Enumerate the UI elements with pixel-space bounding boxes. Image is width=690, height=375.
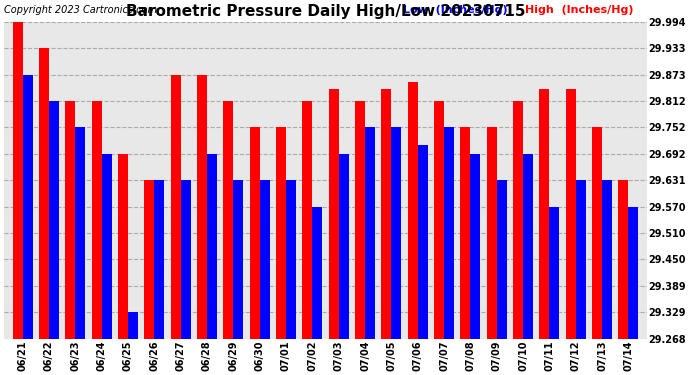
- Bar: [497, 180, 506, 339]
- Bar: [434, 101, 444, 339]
- Bar: [339, 154, 348, 339]
- Bar: [118, 154, 128, 339]
- Bar: [391, 128, 402, 339]
- Bar: [276, 128, 286, 339]
- Bar: [49, 101, 59, 339]
- Bar: [224, 101, 233, 339]
- Bar: [75, 128, 86, 339]
- Bar: [155, 180, 164, 339]
- Bar: [523, 154, 533, 339]
- Bar: [197, 75, 207, 339]
- Bar: [355, 101, 365, 339]
- Text: High  (Inches/Hg): High (Inches/Hg): [524, 5, 633, 15]
- Bar: [144, 180, 155, 339]
- Bar: [328, 89, 339, 339]
- Bar: [39, 48, 49, 339]
- Bar: [444, 128, 454, 339]
- Bar: [286, 180, 296, 339]
- Bar: [382, 89, 391, 339]
- Bar: [313, 207, 322, 339]
- Bar: [629, 207, 638, 339]
- Bar: [602, 180, 612, 339]
- Bar: [12, 22, 23, 339]
- Bar: [365, 128, 375, 339]
- Title: Barometric Pressure Daily High/Low 20230715: Barometric Pressure Daily High/Low 20230…: [126, 4, 525, 19]
- Bar: [128, 312, 138, 339]
- Bar: [250, 128, 259, 339]
- Bar: [540, 89, 549, 339]
- Text: Low  (Inches/Hg): Low (Inches/Hg): [402, 5, 507, 15]
- Bar: [181, 180, 190, 339]
- Bar: [513, 101, 523, 339]
- Bar: [549, 207, 560, 339]
- Bar: [259, 180, 270, 339]
- Bar: [207, 154, 217, 339]
- Bar: [575, 180, 586, 339]
- Bar: [618, 180, 629, 339]
- Bar: [66, 101, 75, 339]
- Bar: [92, 101, 101, 339]
- Bar: [170, 75, 181, 339]
- Bar: [233, 180, 244, 339]
- Bar: [566, 89, 575, 339]
- Bar: [23, 75, 32, 339]
- Bar: [101, 154, 112, 339]
- Bar: [408, 82, 417, 339]
- Text: Copyright 2023 Cartronics.com: Copyright 2023 Cartronics.com: [4, 5, 157, 15]
- Bar: [592, 128, 602, 339]
- Bar: [302, 101, 313, 339]
- Bar: [486, 128, 497, 339]
- Bar: [471, 154, 480, 339]
- Bar: [460, 128, 471, 339]
- Bar: [417, 145, 428, 339]
